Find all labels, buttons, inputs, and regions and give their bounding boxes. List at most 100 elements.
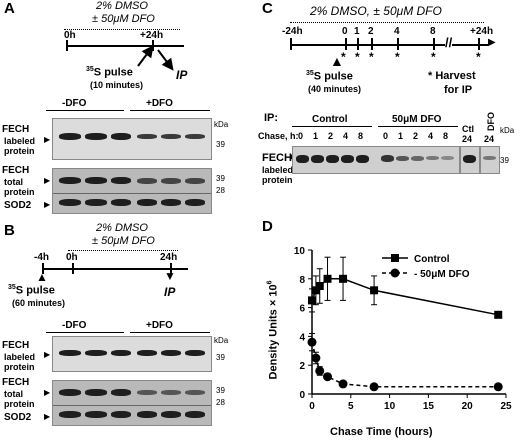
panel-d-letter: D bbox=[262, 218, 273, 235]
panel-b-pulse-duration: (60 minutes) bbox=[12, 298, 66, 308]
panel-c-dotted-line bbox=[290, 22, 484, 23]
panel-b-ip: IP bbox=[164, 285, 176, 299]
panel-a-total: total bbox=[4, 177, 23, 187]
panel-c-ctl: Ctl bbox=[462, 124, 474, 134]
panel-c-chase-24b: 24 bbox=[484, 134, 495, 144]
panel-b-letter: B bbox=[4, 222, 15, 239]
panel-a-plus-dfo: +DFO bbox=[146, 98, 173, 109]
panel-a-labeled-blot bbox=[52, 118, 212, 160]
panel-c-chase-2: 2 bbox=[328, 131, 334, 141]
panel-b-total-protein: protein bbox=[4, 399, 35, 409]
data-point-square bbox=[315, 282, 324, 290]
panel-a-total-pointer-icon: ▶ bbox=[44, 176, 51, 185]
panel-c-t24: +24h bbox=[470, 26, 494, 37]
panel-c-mw-39: 39 bbox=[500, 156, 509, 165]
panel-a-total-blot bbox=[52, 168, 212, 214]
panel-a-minus-dfo: -DFO bbox=[62, 98, 87, 109]
panel-c-star-0: * bbox=[341, 50, 346, 64]
panel-c-t1: 1 bbox=[354, 26, 360, 37]
panel-c-control-bar bbox=[292, 126, 372, 127]
x-tick-label: 15 bbox=[423, 401, 435, 412]
panel-c-pulse: 35S pulse bbox=[306, 70, 353, 83]
panel-c-tick-0 bbox=[345, 38, 347, 50]
data-point-circle bbox=[338, 379, 348, 389]
panel-c-axis-break: // bbox=[445, 35, 453, 50]
panel-c-t0: 0 bbox=[342, 26, 348, 37]
y-tick-label: 8 bbox=[299, 275, 305, 286]
panel-c-protein: protein bbox=[262, 175, 293, 185]
panel-c-kda: kDa bbox=[500, 126, 515, 135]
panel-a-t24: +24h bbox=[140, 30, 164, 41]
data-point-square bbox=[494, 310, 503, 319]
panel-b-total-blot bbox=[52, 380, 212, 426]
panel-c-labeled: labeled bbox=[262, 165, 294, 175]
panel-a-letter: A bbox=[4, 0, 15, 17]
panel-c-t2: 2 bbox=[368, 26, 374, 37]
panel-b-mw-39b: 39 bbox=[216, 386, 225, 395]
panel-c-star-2: * bbox=[369, 50, 374, 64]
panel-b-mw-39: 39 bbox=[216, 353, 225, 362]
panel-b-tick-24 bbox=[170, 263, 172, 274]
y-tick-label: 2 bbox=[299, 361, 305, 372]
panel-b-t24: 24h bbox=[160, 252, 178, 263]
panel-a-ip: IP bbox=[176, 68, 188, 82]
data-point-square bbox=[323, 274, 332, 283]
panel-c-tick-m24 bbox=[290, 38, 292, 50]
panel-c-blot-dfo24 bbox=[480, 146, 500, 174]
panel-b-sod2: SOD2 bbox=[4, 412, 32, 423]
data-point-circle bbox=[311, 353, 321, 363]
panel-b-treatment: 2% DMSO bbox=[96, 222, 148, 234]
panel-a-plus-bar bbox=[130, 110, 210, 111]
panel-b-plus-bar bbox=[130, 332, 210, 333]
panel-a-t0: 0h bbox=[64, 30, 76, 41]
data-point-square bbox=[370, 286, 379, 295]
panel-a-tick-0 bbox=[66, 40, 68, 51]
x-axis-title: Chase Time (hours) bbox=[330, 426, 433, 438]
panel-c-chase-8: 8 bbox=[358, 131, 364, 141]
panel-c-pulse-duration: (40 minutes) bbox=[308, 84, 362, 94]
panel-c-timeline bbox=[290, 44, 488, 46]
legend-label: - 50μM DFO bbox=[414, 269, 470, 280]
panel-a-pulse: 35S pulse bbox=[86, 66, 133, 79]
panel-c-letter: C bbox=[262, 0, 273, 17]
y-tick-label: 10 bbox=[294, 246, 306, 257]
panel-c-chase-1: 1 bbox=[313, 131, 319, 141]
panel-a-pulse-duration: (10 minutes) bbox=[90, 80, 144, 90]
data-point-circle bbox=[307, 337, 317, 347]
panel-b-fech: FECH bbox=[2, 340, 30, 351]
panel-b-minus-bar bbox=[46, 332, 124, 333]
panel-c-tick-24 bbox=[478, 38, 480, 50]
panel-c-blot-main bbox=[292, 146, 460, 174]
panel-c-chase-dfo-8: 8 bbox=[443, 131, 449, 141]
panel-a-protein: protein bbox=[4, 146, 35, 156]
series-line-1 bbox=[311, 341, 499, 388]
panel-c-chase-dfo-2: 2 bbox=[413, 131, 419, 141]
panel-a-dotted-line bbox=[64, 29, 180, 30]
panel-c-arrow-icon: ▶ bbox=[488, 37, 496, 48]
panel-a-mw-28: 28 bbox=[216, 186, 225, 195]
panel-c-chase-4: 4 bbox=[343, 131, 349, 141]
panel-a-pointer-icon: ▶ bbox=[44, 135, 51, 144]
panel-b-total: total bbox=[4, 389, 23, 399]
panel-c-tick-4 bbox=[397, 38, 399, 50]
panel-c-t8: 8 bbox=[430, 26, 436, 37]
panel-c-tick-2 bbox=[371, 38, 373, 50]
data-point-square bbox=[339, 274, 348, 283]
panel-c-chase-label: Chase, h: bbox=[258, 131, 299, 141]
panel-c-chase-dfo-1: 1 bbox=[398, 131, 404, 141]
data-point-circle bbox=[323, 372, 333, 382]
panel-b-mw-28: 28 bbox=[216, 398, 225, 407]
panel-c-chase-24a: 24 bbox=[462, 134, 473, 144]
panel-b-ip-triangle-icon: ▼ bbox=[164, 269, 176, 283]
panel-c-treatment: 2% DMSO, ± 50μM DFO bbox=[310, 4, 442, 18]
panel-a-treatment-dfo: ± 50μM DFO bbox=[92, 13, 155, 25]
panel-b-fech-total: FECH bbox=[2, 377, 30, 388]
panel-b-treatment-dfo: ± 50μM DFO bbox=[92, 235, 155, 247]
panel-a-arrows bbox=[137, 45, 174, 71]
panel-c-chase-0: 0 bbox=[298, 131, 304, 141]
series-line-0 bbox=[311, 278, 499, 316]
line-chart: 0 2 4 6 8 10 0 5 10 15 20 25 Control - 50μM DFO bbox=[294, 246, 512, 412]
x-tick-label: 0 bbox=[309, 401, 315, 412]
panel-b-kda: kDa bbox=[214, 336, 229, 345]
panel-c-star-8: * bbox=[431, 50, 436, 64]
